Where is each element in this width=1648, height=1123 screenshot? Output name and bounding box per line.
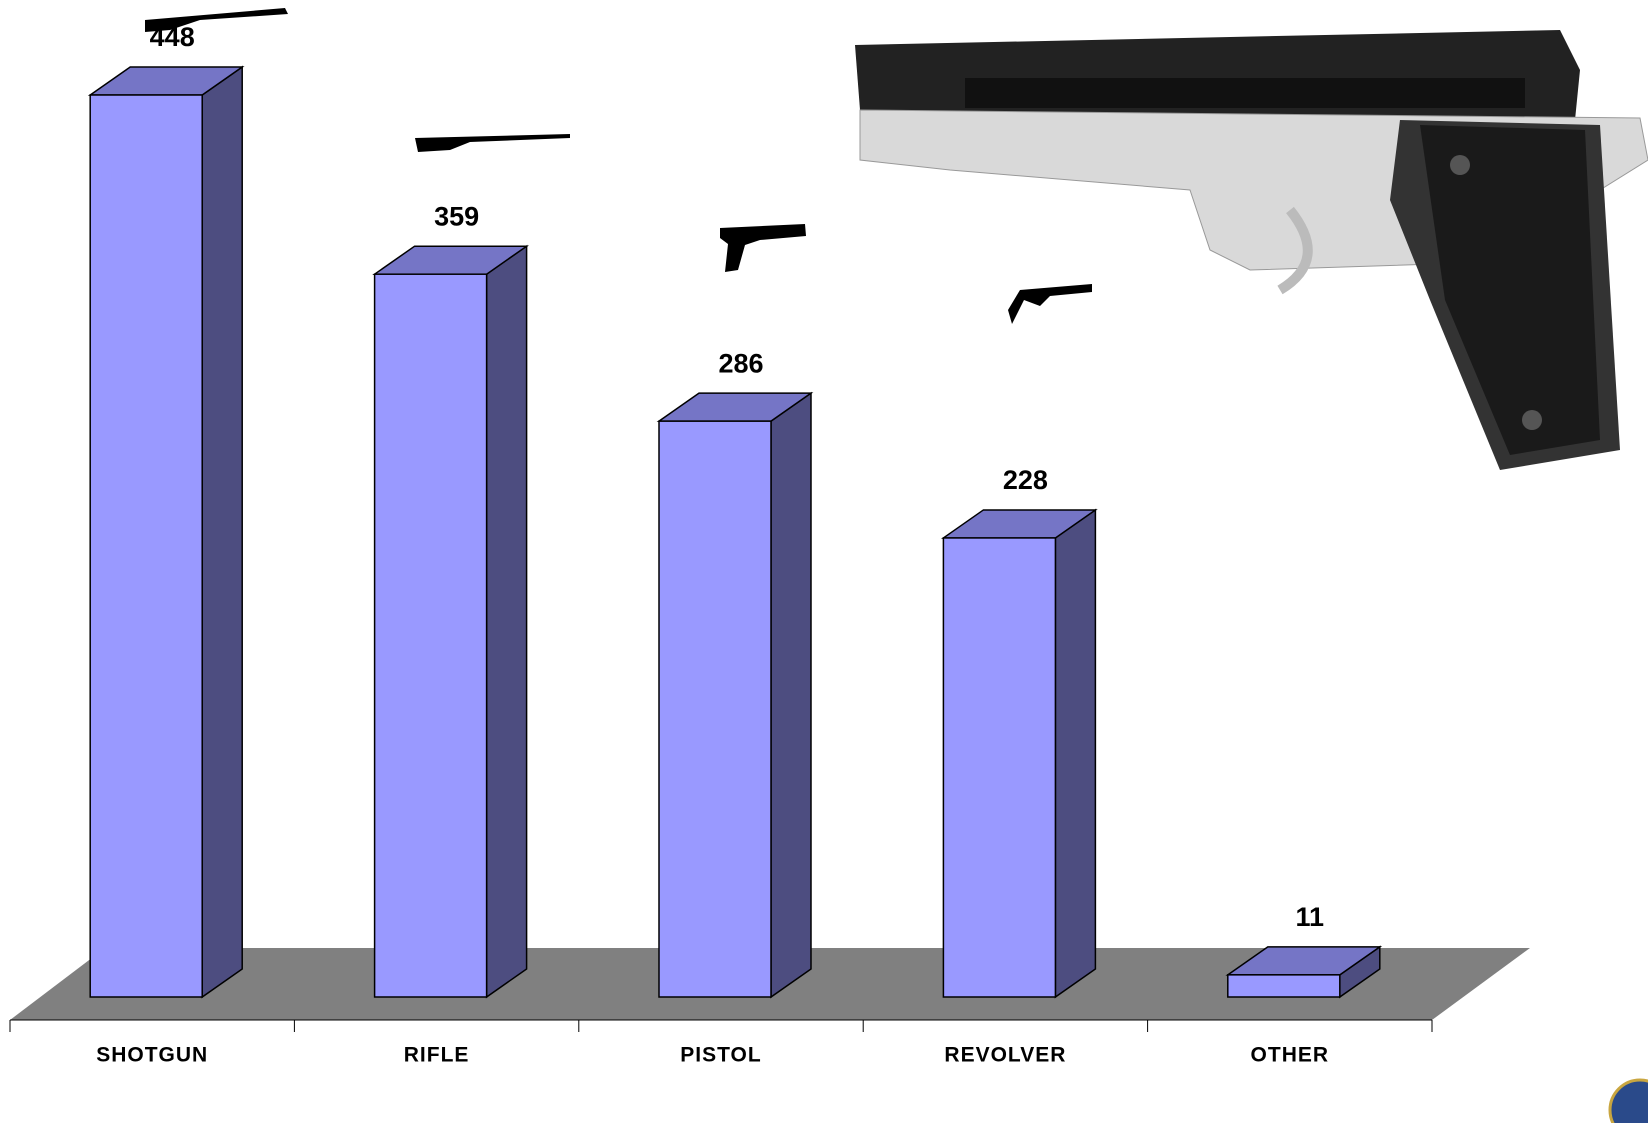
- revolver-icon: [1008, 284, 1092, 324]
- x-tick-label: SHOTGUN: [96, 1044, 208, 1067]
- rifle-icon: [415, 134, 570, 152]
- page: 448 SHOTGUN 359 RIFLE 286 PISTOL 228 REVOLVER 11…: [0, 0, 1648, 1123]
- value-label: 11: [1296, 902, 1325, 932]
- bar-side: [1055, 510, 1095, 997]
- bar: [375, 274, 487, 997]
- bar: [659, 421, 771, 997]
- x-tick-label: PISTOL: [680, 1044, 761, 1067]
- bar: [90, 95, 202, 997]
- value-label: 448: [150, 22, 195, 52]
- seal: [1610, 1080, 1648, 1123]
- value-label: 359: [434, 201, 479, 231]
- bar: [1228, 975, 1340, 997]
- bar-side: [487, 246, 527, 997]
- value-label: 286: [718, 348, 763, 378]
- value-label: 228: [1003, 465, 1048, 495]
- x-tick-label: OTHER: [1251, 1044, 1330, 1067]
- pistol-icon: [720, 224, 806, 272]
- bar: [943, 538, 1055, 997]
- x-tick-label: REVOLVER: [944, 1044, 1066, 1067]
- x-tick-label: RIFLE: [404, 1044, 470, 1067]
- bar-side: [771, 393, 811, 997]
- bar-side: [202, 67, 242, 997]
- chart: 448 SHOTGUN 359 RIFLE 286 PISTOL 228 REVOLVER 11…: [0, 0, 1648, 1123]
- pistol-image: [855, 30, 1648, 470]
